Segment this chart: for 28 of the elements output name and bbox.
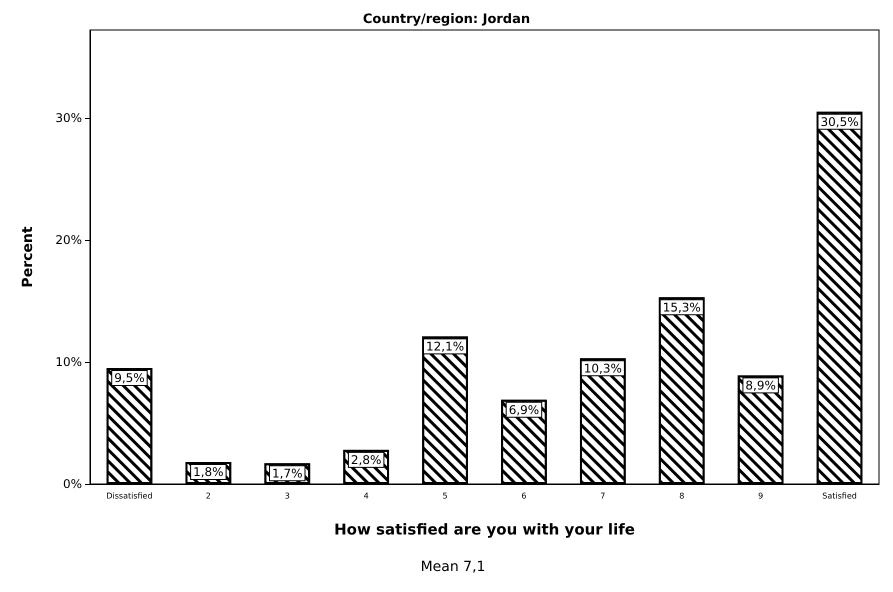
x-tick-label: 2 [206, 492, 211, 500]
y-axis-title: Percent [20, 226, 36, 288]
y-tick-label: 10% [55, 354, 82, 369]
data-label: 1,8% [193, 465, 224, 480]
x-tick-label: 5 [442, 492, 448, 500]
x-tick-label: Satisfied [822, 492, 857, 500]
data-label: 2,8% [350, 452, 382, 467]
x-tick-label: Dissatisfied [106, 492, 153, 500]
text: Mean 7,1 [420, 559, 486, 575]
chart-title: Country/region: Jordan [362, 12, 530, 27]
data-label: 15,3% [662, 300, 701, 314]
x-tick-label: 8 [679, 492, 684, 500]
x-tick-label: 4 [364, 492, 369, 500]
x-tick-label: 7 [600, 492, 606, 500]
x-tick-label: 9 [758, 492, 764, 500]
data-label: 9,5% [114, 371, 145, 386]
data-label: 10,3% [584, 361, 622, 376]
data-label: 1,7% [272, 466, 302, 480]
y-tick-label: 30% [55, 110, 82, 125]
x-tick-label: 3 [284, 492, 290, 500]
x-axis-title: How satisfied are you with your life [334, 520, 635, 538]
data-label: 30,5% [820, 114, 859, 129]
y-tick-label: 20% [55, 232, 82, 247]
y-tick-label: 0% [62, 477, 82, 491]
data-label: 6,9% [508, 402, 540, 417]
data-label: 12,1% [426, 339, 464, 354]
x-tick-label: 6 [521, 492, 526, 500]
data-label: 8,9% [745, 378, 776, 392]
